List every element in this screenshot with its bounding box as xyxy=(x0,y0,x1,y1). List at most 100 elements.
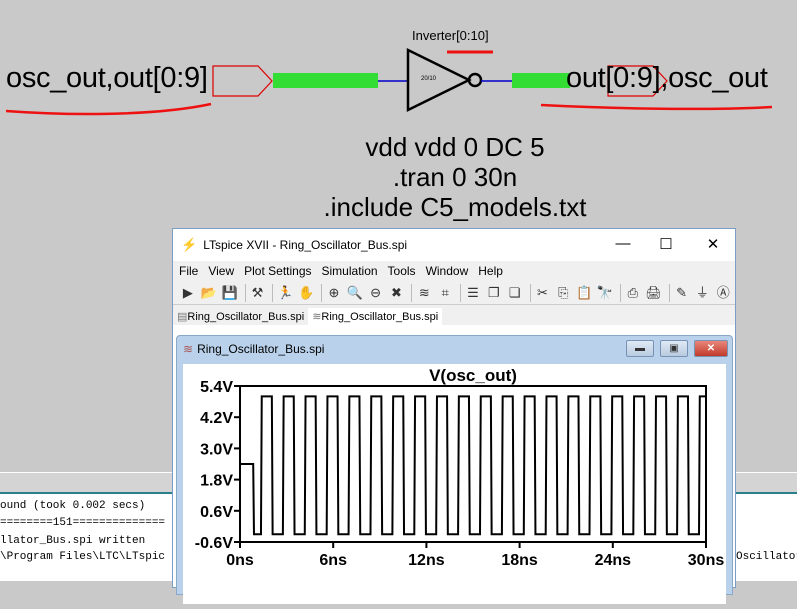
zoom-out-icon[interactable]: ⊖ xyxy=(370,284,382,300)
hammer-icon[interactable]: ⚒ xyxy=(251,284,264,300)
toolbar: ▶ 📂 💾 ⚒ 🏃 ✋ ⊕ 🔍 ⊖ ✖ ≋ ⌗ ☰ ❐ ❏ ✂ ⎘ 📋 🔭 ⎙ 🖨 ✎ ⏚ Ⓐ xyxy=(173,281,735,305)
toolbar-separator xyxy=(668,283,670,302)
plot-window[interactable]: ≋ Ring_Oscillator_Bus.spi ▬ ▣ ✕ V(osc_ou… xyxy=(176,335,733,604)
menu-simulation[interactable]: Simulation xyxy=(321,264,378,278)
console-line: ========151============== xyxy=(0,517,166,529)
menu-file[interactable]: File xyxy=(179,264,199,278)
ground-icon[interactable]: ⏚ xyxy=(695,284,709,300)
print-icon[interactable]: 🖨 xyxy=(645,284,662,300)
inverter-value: 20/10 xyxy=(421,76,437,82)
y-tick-label: 3.0V xyxy=(200,441,233,458)
console-line-right: Oscillator xyxy=(736,551,797,563)
print-preview-icon[interactable]: ⎙ xyxy=(627,284,639,300)
ltspice-logo-icon: ⚡ xyxy=(181,237,198,252)
y-tick-label: 0.6V xyxy=(200,504,233,521)
bus-wire-left[interactable] xyxy=(273,73,378,88)
menu-help[interactable]: Help xyxy=(478,264,503,278)
console-line: ound (took 0.002 secs) xyxy=(0,500,146,512)
pencil-icon[interactable]: ✎ xyxy=(676,284,687,300)
waveform-trace xyxy=(240,395,706,536)
x-tick-label: 24ns xyxy=(595,552,632,569)
x-tick-label: 0ns xyxy=(226,552,254,569)
maximize-button[interactable]: ☐ xyxy=(659,236,673,253)
tile-horizontal-icon[interactable]: ☰ xyxy=(467,284,479,300)
window-title: LTspice XVII - Ring_Oscillator_Bus.spi xyxy=(203,238,408,252)
toolbar-separator xyxy=(244,283,246,302)
annotation-underline-left xyxy=(5,102,212,116)
zoom-icon[interactable]: 🔍 xyxy=(346,284,363,300)
net-label-left[interactable]: osc_out,out[0:9] xyxy=(6,62,208,94)
instance-name[interactable]: Inverter[0:10] xyxy=(412,28,489,43)
console-line: \Program Files\LTC\LTspic xyxy=(0,551,166,563)
directive-vdd[interactable]: vdd vdd 0 DC 5 xyxy=(365,132,545,162)
open-icon[interactable]: 📂 xyxy=(200,284,217,300)
hand-icon[interactable]: ✋ xyxy=(298,284,315,300)
waveform-icon: ≋ xyxy=(312,311,322,323)
autorange-icon[interactable]: ≋ xyxy=(418,284,430,300)
document-tabs: ▤ Ring_Oscillator_Bus.spi ≋ Ring_Oscillat… xyxy=(173,305,735,325)
running-man-icon[interactable]: 🏃 xyxy=(277,284,294,300)
y-tick-label: -0.6V xyxy=(195,535,234,552)
toolbar-separator xyxy=(272,283,274,302)
paste-icon[interactable]: 📋 xyxy=(576,284,593,300)
plot-frame xyxy=(239,385,707,543)
toolbar-separator xyxy=(411,283,413,302)
waveform-icon: ≋ xyxy=(183,342,194,356)
menu-window[interactable]: Window xyxy=(425,264,469,278)
tab-label: Ring_Oscillator_Bus.spi xyxy=(187,310,305,323)
tab-netlist[interactable]: ▤ Ring_Oscillator_Bus.spi xyxy=(173,308,308,325)
plot-window-title-bar[interactable]: ≋ Ring_Oscillator_Bus.spi xyxy=(177,336,732,362)
plot-minimize-button[interactable]: ▬ xyxy=(626,340,654,357)
net-label-right[interactable]: out[0:9],osc_out xyxy=(566,62,768,94)
x-tick-label: 18ns xyxy=(501,552,538,569)
menu-plot-settings[interactable]: Plot Settings xyxy=(244,264,312,278)
label-icon[interactable]: Ⓐ xyxy=(716,284,730,300)
y-tick-label: 5.4V xyxy=(200,379,233,396)
tab-label: Ring_Oscillator_Bus.spi xyxy=(321,310,439,323)
toolbar-separator xyxy=(619,283,621,302)
bus-wire-right[interactable] xyxy=(512,73,570,88)
minimize-button[interactable]: — xyxy=(615,235,631,252)
close-button[interactable]: ✕ xyxy=(706,236,720,253)
title-bar[interactable]: ⚡ LTspice XVII - Ring_Oscillator_Bus.spi… xyxy=(173,229,735,261)
inverter-bubble xyxy=(467,72,483,88)
annotation-underline-right xyxy=(540,103,773,111)
zoom-in-icon[interactable]: ⊕ xyxy=(328,284,340,300)
save-icon[interactable]: 💾 xyxy=(221,284,238,300)
schematic-canvas[interactable] xyxy=(0,0,797,230)
ltspice-window[interactable]: ⚡ LTspice XVII - Ring_Oscillator_Bus.spi… xyxy=(172,228,736,604)
find-icon[interactable]: 🔭 xyxy=(596,284,614,300)
toolbar-separator xyxy=(321,283,323,302)
toolbar-separator xyxy=(460,283,462,302)
x-tick-label: 30ns xyxy=(688,552,725,569)
menu-bar: File View Plot Settings Simulation Tools Wind… xyxy=(173,261,735,281)
x-tick-label: 12ns xyxy=(408,552,445,569)
copy-icon[interactable]: ⎘ xyxy=(558,284,569,300)
tile-vertical-icon[interactable]: ❏ xyxy=(508,284,521,300)
plot-close-button[interactable]: ✕ xyxy=(694,340,728,357)
inverter-symbol[interactable] xyxy=(406,47,472,113)
netlist-icon: ▤ xyxy=(177,311,188,323)
plot-restore-button[interactable]: ▣ xyxy=(660,340,688,357)
toolbar-separator xyxy=(529,283,531,302)
console-line: llator_Bus.spi written xyxy=(0,535,146,547)
menu-view[interactable]: View xyxy=(208,264,235,278)
plot-pane[interactable]: V(osc_out) 5.4V 4.2V 3.0V 1.8V 0.6V -0.6V 0ns 6n… xyxy=(183,364,726,604)
directive-include[interactable]: .include C5_models.txt xyxy=(323,192,587,222)
mark-icon[interactable]: ⌗ xyxy=(441,284,449,300)
plot-window-title: Ring_Oscillator_Bus.spi xyxy=(197,342,325,356)
menu-tools[interactable]: Tools xyxy=(387,264,416,278)
chart-title: V(osc_out) xyxy=(429,366,517,385)
tab-waveform[interactable]: ≋ Ring_Oscillator_Bus.spi xyxy=(308,308,443,325)
x-tick-label: 6ns xyxy=(319,552,347,569)
cascade-icon[interactable]: ❐ xyxy=(487,284,500,300)
zoom-cancel-icon[interactable]: ✖ xyxy=(391,284,402,300)
run-icon[interactable]: ▶ xyxy=(182,284,193,300)
net-flag-left[interactable] xyxy=(212,65,273,97)
directive-tran[interactable]: .tran 0 30n xyxy=(392,162,518,192)
cut-icon[interactable]: ✂ xyxy=(537,284,548,300)
net-flag-right[interactable] xyxy=(607,65,668,97)
y-tick-label: 4.2V xyxy=(200,410,233,427)
y-tick-label: 1.8V xyxy=(200,473,233,490)
